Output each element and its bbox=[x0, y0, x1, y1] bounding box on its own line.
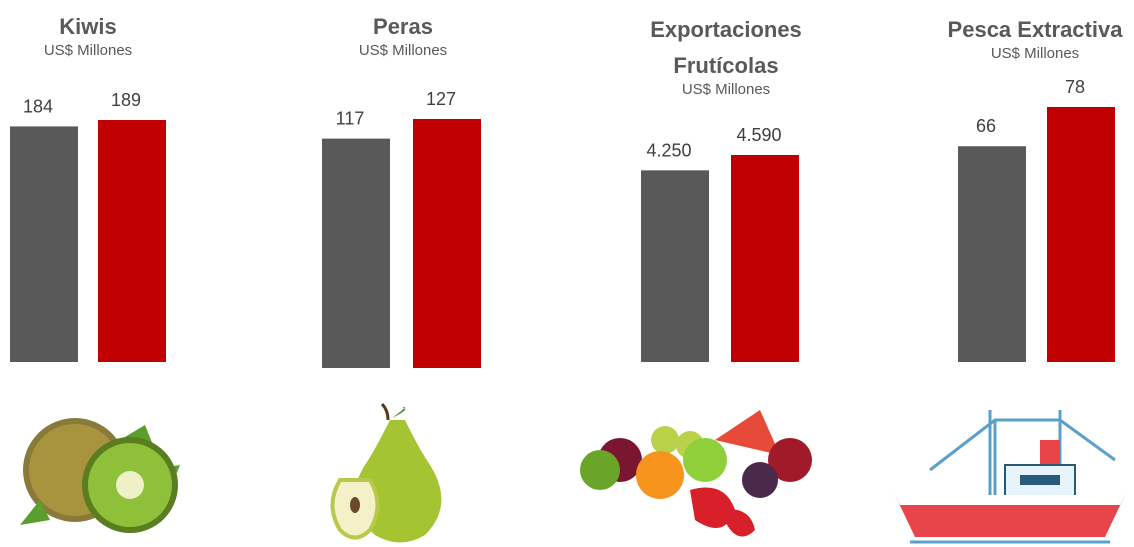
boat-image bbox=[895, 410, 1125, 544]
panel-header: Pesca Extractiva US$ Millones bbox=[925, 12, 1134, 64]
bar bbox=[322, 138, 390, 368]
panel-title: Pesca Extractiva bbox=[947, 17, 1123, 42]
value-label: 184 bbox=[23, 96, 53, 116]
value-label: 78 bbox=[1065, 77, 1085, 97]
bar bbox=[413, 119, 481, 368]
bar bbox=[1047, 107, 1115, 362]
value-label: 127 bbox=[426, 89, 456, 109]
value-label: 4.250 bbox=[646, 140, 691, 160]
panel-title: Peras bbox=[373, 14, 433, 39]
panel-header: Peras US$ Millones bbox=[293, 9, 513, 61]
panel-subtitle: US$ Millones bbox=[990, 45, 1080, 62]
kiwi-image bbox=[20, 418, 180, 533]
bar bbox=[10, 126, 78, 362]
pear-image bbox=[330, 402, 442, 543]
panel-header: Kiwis US$ Millones bbox=[0, 9, 198, 61]
value-label: 117 bbox=[336, 109, 365, 129]
panel-subtitle: US$ Millones bbox=[681, 81, 771, 98]
panel-title: Kiwis bbox=[59, 14, 117, 39]
bar bbox=[731, 155, 799, 362]
bar bbox=[98, 120, 166, 362]
value-label: 66 bbox=[976, 116, 996, 136]
bar bbox=[641, 170, 709, 362]
value-label: 4.590 bbox=[736, 125, 781, 145]
panel-subtitle: US$ Millones bbox=[358, 42, 448, 59]
panel-header: Exportaciones Frutícolas US$ Millones bbox=[626, 12, 826, 100]
panel-title: Exportaciones Frutícolas bbox=[650, 17, 802, 78]
value-label: 189 bbox=[111, 90, 141, 110]
fruits-image bbox=[580, 410, 812, 537]
bar bbox=[958, 146, 1026, 362]
panel-subtitle: US$ Millones bbox=[43, 42, 133, 59]
